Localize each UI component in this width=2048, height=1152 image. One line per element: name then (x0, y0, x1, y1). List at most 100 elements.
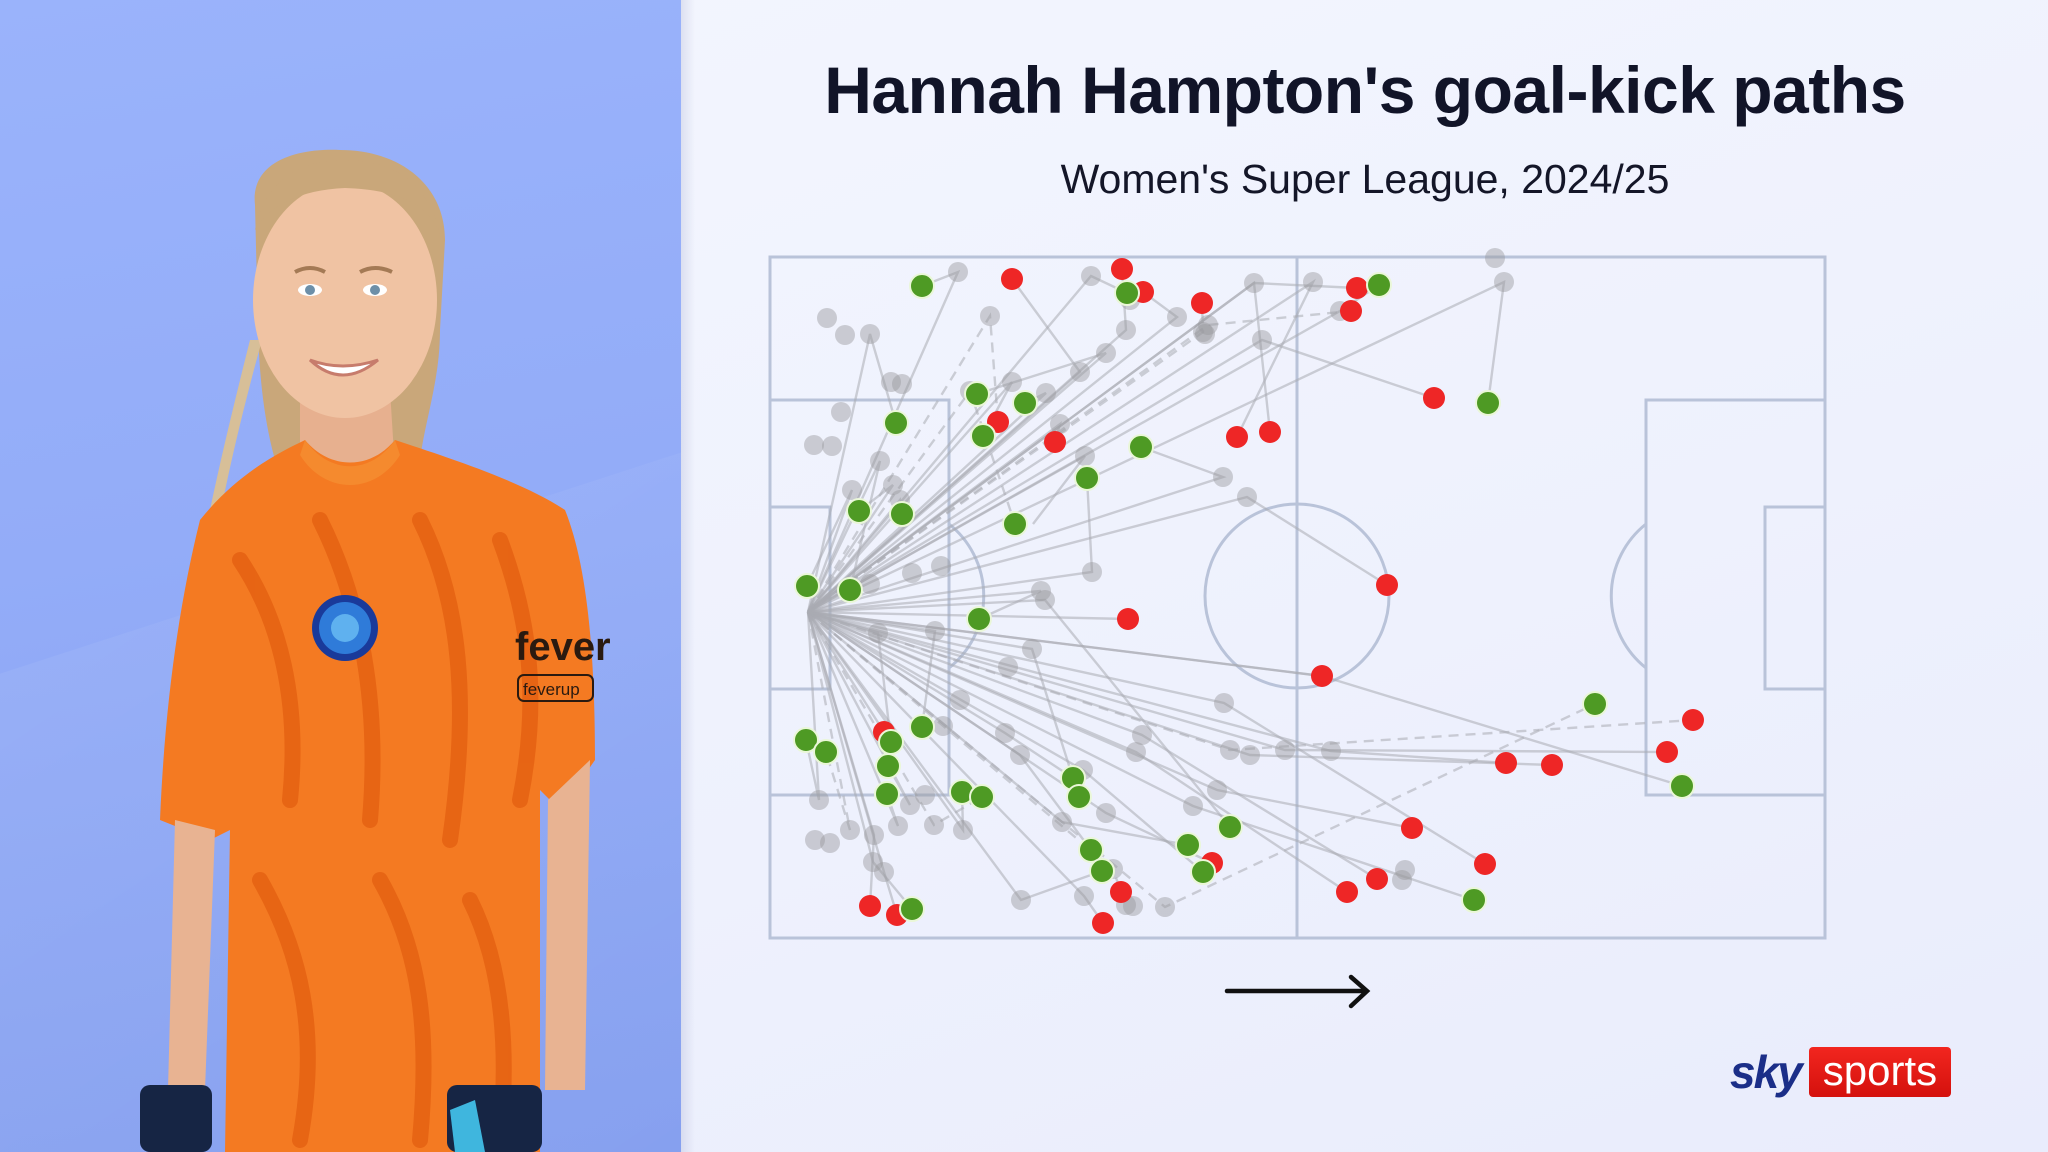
kick-path (807, 610, 1668, 754)
intermediate-point (1011, 890, 1031, 910)
successful-kick-point (1669, 773, 1695, 799)
failed-kick-point (1117, 608, 1139, 630)
intermediate-point (804, 435, 824, 455)
intermediate-point (950, 690, 970, 710)
kick-path (804, 611, 821, 801)
intermediate-points (804, 248, 1514, 917)
intermediate-point (948, 262, 968, 282)
intermediate-point (1155, 897, 1175, 917)
intermediate-point (1126, 742, 1146, 762)
kick-path (807, 279, 1506, 614)
intermediate-point (1132, 725, 1152, 745)
intermediate-point (860, 574, 880, 594)
successful-kick-point (966, 606, 992, 632)
failed-kick-point (859, 895, 881, 917)
successful-kick-point (1074, 465, 1100, 491)
successful-kick-point (1175, 832, 1201, 858)
failed-kick-point (1495, 752, 1517, 774)
kick-path (807, 611, 1104, 924)
intermediate-point (1002, 372, 1022, 392)
kick-path (806, 611, 886, 733)
intermediate-point (1240, 745, 1260, 765)
kick-path (806, 460, 882, 613)
successful-kick-point (874, 781, 900, 807)
kick-path (807, 445, 1227, 614)
successful-kick-point (1582, 691, 1608, 717)
pitch-markings (768, 255, 1827, 940)
successful-kick-point (969, 784, 995, 810)
intermediate-point (809, 790, 829, 810)
chart-title: Hannah Hampton's goal-kick paths (824, 53, 1906, 127)
intermediate-point (1081, 266, 1101, 286)
kick-path (807, 274, 1128, 613)
kick-path (807, 610, 1507, 765)
intermediate-point (1193, 322, 1213, 342)
intermediate-point (881, 372, 901, 392)
intermediate-point (892, 374, 912, 394)
kick-path (807, 610, 1348, 893)
successful-kick-point (794, 573, 820, 599)
kick-path (807, 291, 1179, 613)
kick-path (807, 495, 1388, 614)
kick-path (807, 589, 1042, 621)
end-points (793, 258, 1704, 934)
successful-kick-point (1190, 859, 1216, 885)
failed-kick-point (1682, 709, 1704, 731)
intermediate-point (1213, 467, 1233, 487)
failed-kick-point (1366, 868, 1388, 890)
successful-kick-point (846, 498, 872, 524)
player-photo: fever feverup (140, 149, 611, 1152)
successful-kick-point (1217, 814, 1243, 840)
direction-arrow-icon (1224, 974, 1371, 1009)
intermediate-point (1075, 446, 1095, 466)
intermediate-point (1220, 740, 1240, 760)
kick-path (806, 611, 913, 910)
kick-path (807, 610, 937, 728)
failed-kick-point (1191, 292, 1213, 314)
intermediate-point (1195, 324, 1215, 344)
intermediate-point (1096, 803, 1116, 823)
kick-path (806, 611, 983, 827)
intermediate-point (924, 815, 944, 835)
successful-kick-point (889, 501, 915, 527)
svg-text:fever: fever (515, 625, 611, 669)
kick-path (807, 611, 1092, 851)
intermediate-point (805, 830, 825, 850)
failed-kick-point (1541, 754, 1563, 776)
kick-path (807, 610, 1486, 866)
intermediate-point (864, 825, 884, 845)
intermediate-point (831, 402, 851, 422)
intermediate-point (1096, 343, 1116, 363)
successful-kick-point (883, 410, 909, 436)
intermediate-point (900, 795, 920, 815)
intermediate-point (1036, 383, 1056, 403)
failed-kick-point (1259, 421, 1281, 443)
intermediate-point (1116, 320, 1136, 340)
failed-kick-point (1656, 741, 1678, 763)
kick-path (806, 333, 898, 613)
intermediate-point (1074, 886, 1094, 906)
intermediate-point (1183, 796, 1203, 816)
failed-kick-point (1474, 853, 1496, 875)
kick-path (807, 610, 893, 743)
successful-kick-point (1078, 837, 1104, 863)
intermediate-point (868, 623, 888, 643)
intermediate-point (1035, 590, 1055, 610)
intermediate-point (822, 436, 842, 456)
failed-kick-point (1111, 258, 1133, 280)
intermediate-point (1392, 870, 1412, 890)
kick-path (807, 611, 1103, 902)
failed-kick-point (1346, 277, 1368, 299)
logo-sky: sky (1730, 1046, 1803, 1098)
svg-text:feverup: feverup (523, 680, 580, 699)
intermediate-point (1244, 273, 1264, 293)
intermediate-point (980, 306, 1000, 326)
successful-kick-point (1128, 434, 1154, 460)
intermediate-point (931, 556, 951, 576)
intermediate-point (1198, 315, 1218, 335)
player-photo-panel: fever feverup (0, 0, 681, 1152)
kick-path (807, 598, 1231, 828)
successful-kick-point (1475, 390, 1501, 416)
intermediate-point (902, 563, 922, 583)
